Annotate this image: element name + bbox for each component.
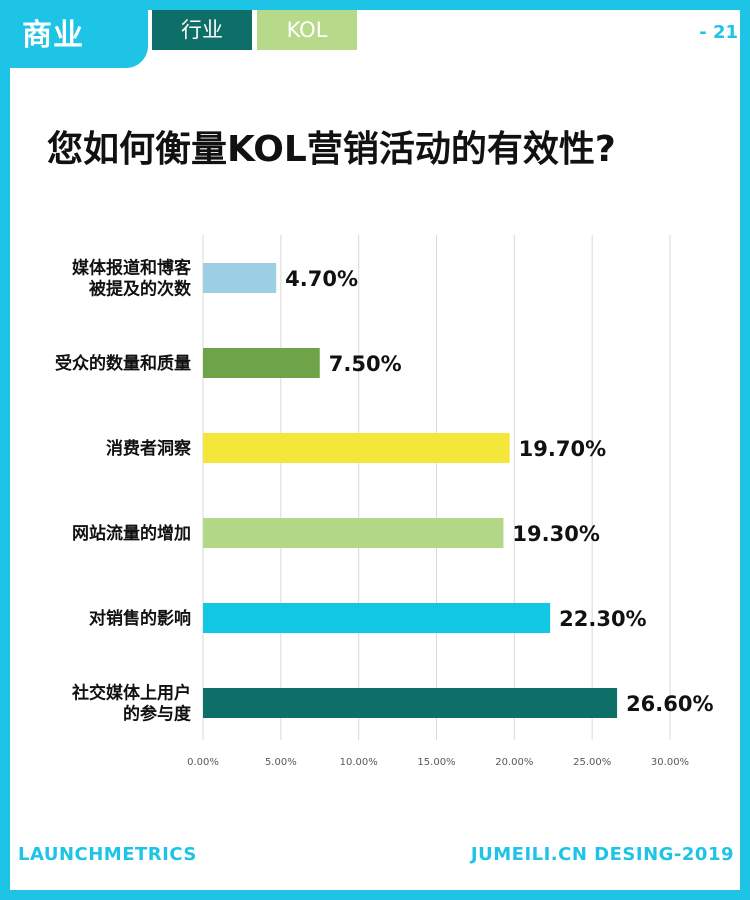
category-label: 媒体报道和博客	[72, 258, 192, 279]
chart-title: 您如何衡量KOL营销活动的有效性?	[47, 129, 616, 170]
bar	[203, 433, 510, 463]
x-tick-label: 25.00%	[573, 757, 611, 768]
x-tick-label: 30.00%	[651, 757, 689, 768]
data-label: 7.50%	[329, 352, 402, 376]
bar	[203, 348, 320, 378]
bar-chart: 0.00% 5.00% 10.00% 15.00% 20.00% 25.00% 30.00%…	[55, 235, 714, 768]
category-label: 对销售的影响	[89, 608, 191, 629]
category-label: 社交媒体上用户	[71, 683, 191, 704]
page-number: - 21	[699, 22, 738, 43]
x-tick-label: 5.00%	[265, 757, 297, 768]
category-tab[interactable]: 商业	[0, 0, 148, 68]
bar	[203, 603, 551, 633]
data-label: 4.70%	[285, 267, 358, 291]
category-label: 商业	[22, 18, 84, 53]
tab-kol[interactable]: KOL	[257, 10, 357, 50]
category-label: 被提及的次数	[89, 279, 192, 300]
data-label: 26.60%	[626, 692, 713, 716]
bar	[203, 518, 504, 548]
footer-source: LAUNCHMETRICS	[18, 844, 197, 865]
category-label: 的参与度	[123, 704, 192, 725]
data-label: 19.70%	[519, 437, 606, 461]
category-label: 消费者洞察	[106, 438, 192, 459]
bar	[203, 688, 618, 718]
tab-industry[interactable]: 行业	[152, 10, 252, 50]
bar	[203, 263, 277, 293]
data-label: 19.30%	[512, 522, 599, 546]
x-tick-label: 20.00%	[495, 757, 533, 768]
x-tick-label: 10.00%	[340, 757, 378, 768]
category-label: 受众的数量和质量	[55, 353, 191, 374]
footer-credit: JUMEILI.CN DESING-2019	[470, 844, 734, 865]
data-label: 22.30%	[559, 607, 646, 631]
x-tick-label: 15.00%	[417, 757, 455, 768]
x-tick-label: 0.00%	[187, 757, 219, 768]
category-label: 网站流量的增加	[72, 523, 191, 544]
